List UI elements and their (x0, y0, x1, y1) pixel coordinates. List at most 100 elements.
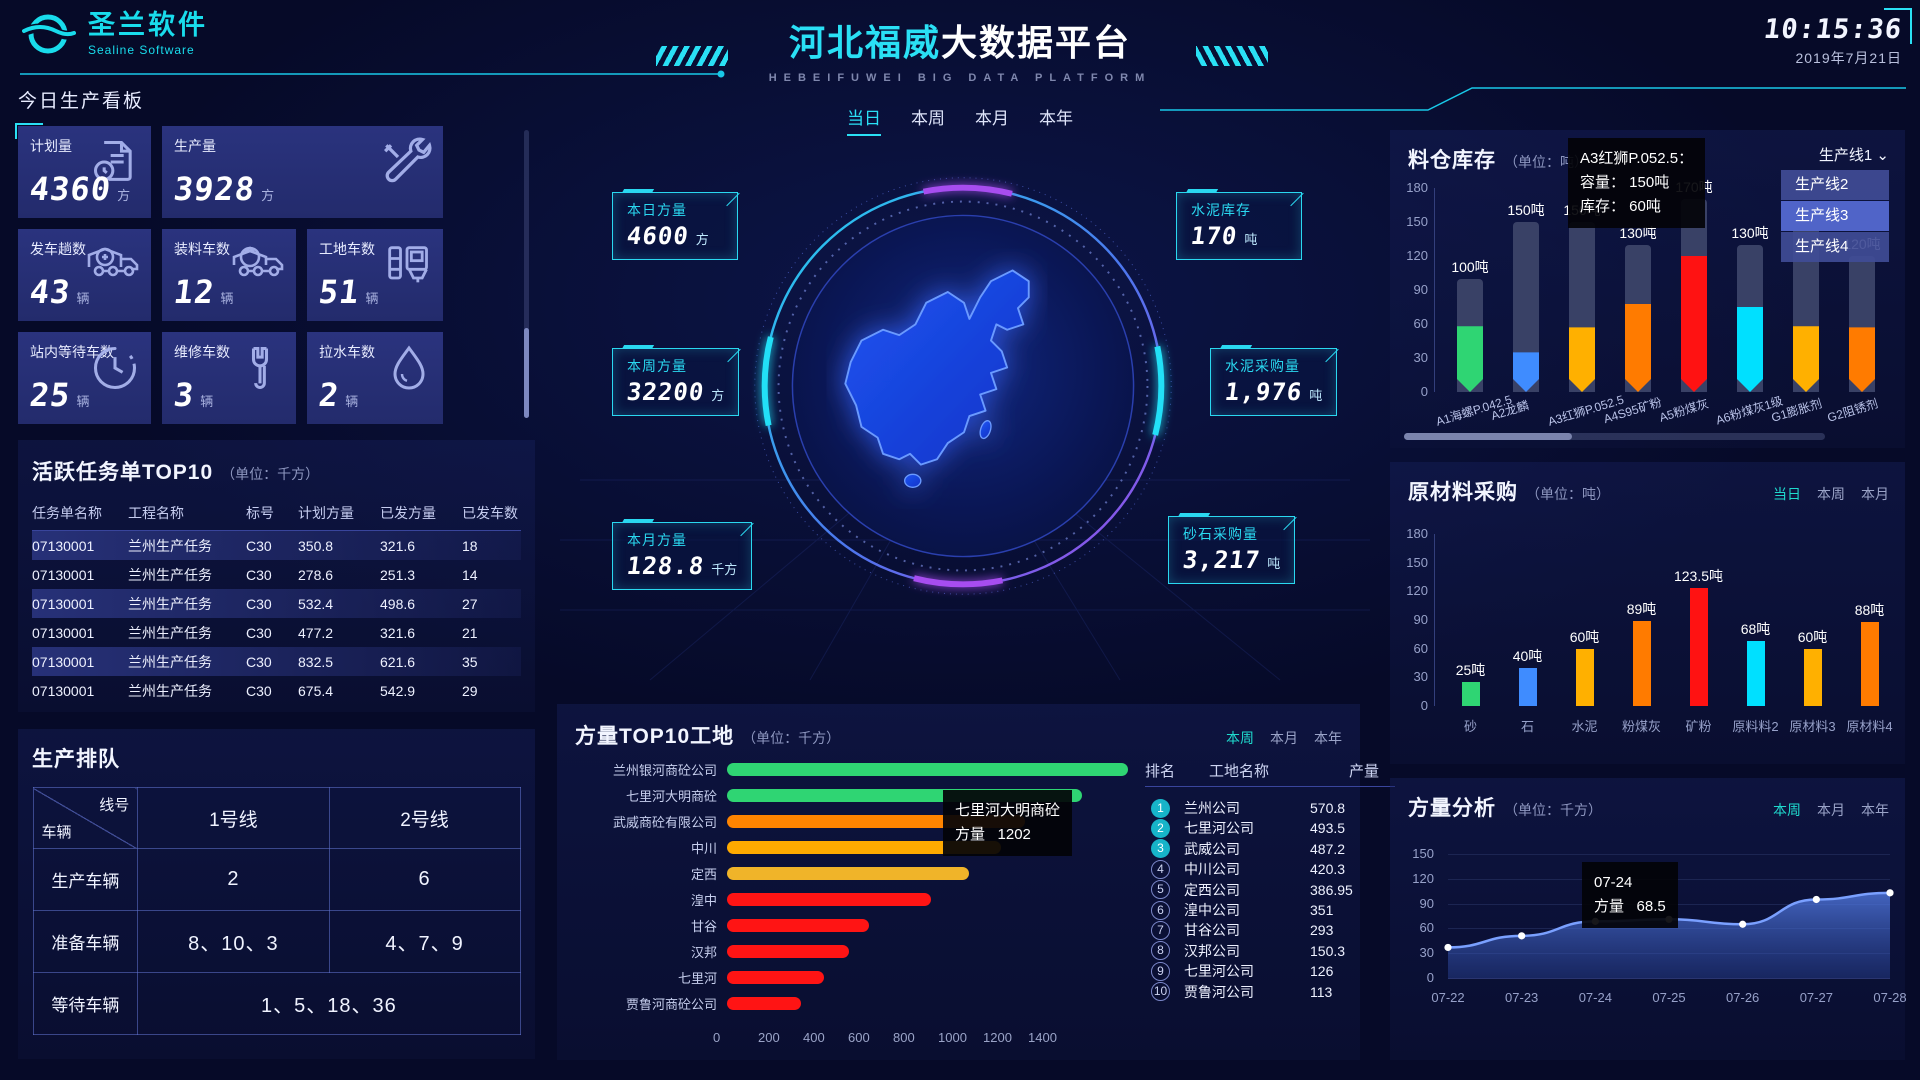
production-line-option-0[interactable]: 生产线2 (1781, 170, 1889, 200)
silo-stock-bar[interactable] (1681, 256, 1707, 392)
analysis-tab-2[interactable]: 本年 (1861, 802, 1889, 818)
main-tab-3[interactable]: 本年 (1039, 109, 1073, 128)
purchase-value-label: 40吨 (1512, 647, 1543, 664)
purchase-category-label: 水泥 (1571, 719, 1598, 734)
production-cards: 计划量 4360 方 生产量 3928 方发车趟数 43 辆 装料车数 12 辆 工地车数 51 辆站内等… (15, 123, 443, 424)
sites-x-tick: 800 (893, 1030, 915, 1045)
main-tab-0[interactable]: 当日 (847, 104, 881, 136)
logo-title: 圣兰软件 (88, 9, 208, 40)
stat-card-2: 发车趟数 43 辆 (18, 229, 151, 321)
callout-right-1: 水泥采购量 1,976 吨 (1210, 348, 1338, 416)
sites-tab-1[interactable]: 本月 (1270, 730, 1298, 746)
callout-value: 128.8 千方 (625, 552, 738, 580)
silo-ytick: 120 (1406, 248, 1428, 263)
stat-card-unit: 方 (117, 188, 131, 203)
purchase-tab-1[interactable]: 本周 (1817, 486, 1845, 502)
rank-site-name: 湟中公司 (1184, 902, 1240, 918)
analysis-x-label: 07-24 (1578, 990, 1612, 1005)
purchase-bar[interactable] (1632, 620, 1651, 706)
purchase-category-label: 石 (1520, 719, 1535, 734)
silo-stock-bar[interactable] (1569, 327, 1595, 392)
callout-left-2: 本月方量 128.8 千方 (612, 522, 753, 590)
task-row: 07130001 兰州生产任务 C30 675.4 542.9 29 (32, 682, 478, 699)
ranking-col-0: 排名 (1145, 763, 1176, 780)
site-bar[interactable] (727, 892, 931, 906)
silo-capacity-label: 100吨 (1451, 258, 1489, 275)
silo-stock-bar[interactable] (1737, 307, 1763, 392)
rank-badge: 2 (1151, 818, 1170, 838)
purchase-bar[interactable] (1575, 648, 1594, 706)
silo-stock-bar[interactable] (1849, 327, 1875, 392)
site-bar[interactable] (727, 996, 801, 1010)
page-title: 河北福威大数据平台 HEBEIFUWEI BIG DATA PLATFORM (0, 14, 1920, 84)
chevron-down-icon: ⌄ (1876, 147, 1889, 164)
callout-label: 水泥库存 (1191, 202, 1251, 218)
purchase-unit: （单位：吨） (1526, 486, 1610, 502)
purchase-bar[interactable] (1518, 667, 1537, 706)
corner-bracket-decor (1884, 8, 1912, 44)
site-label: 七里河 (677, 970, 717, 986)
callout-value: 170 吨 (1189, 222, 1258, 250)
silo-unit: （单位：吨） (1504, 154, 1588, 170)
sites-x-tick: 1000 (938, 1030, 967, 1045)
production-line-dropdown[interactable]: 生产线1 ⌄ (1818, 147, 1889, 164)
panel-active-tasks: 活跃任务单TOP10 （单位：千方） 任务单名称 工程名称 标号 计划方量 已发方量 已发车… (18, 440, 535, 712)
task-row: 07130001 兰州生产任务 C30 350.8 321.6 18 (32, 531, 521, 560)
purchase-value-label: 123.5吨 (1673, 567, 1724, 584)
silo-stock-bar[interactable] (1793, 326, 1819, 392)
ranking-row: 8 汉邦公司 150.3 (1151, 941, 1345, 961)
logo-subtitle: Sealine Software (88, 42, 195, 57)
analysis-x-label: 07-26 (1726, 990, 1760, 1005)
sites-x-axis: 0 200 400 600 800 1000 1200 1400 (713, 1030, 1087, 1045)
app-logo: 圣兰软件 Sealine Software (22, 10, 208, 58)
site-bar[interactable] (727, 866, 969, 880)
purchase-tab-0[interactable]: 当日 (1773, 486, 1801, 502)
silo-scrollbar[interactable] (1404, 433, 1825, 440)
main-tab-2[interactable]: 本月 (975, 109, 1009, 128)
purchase-bar[interactable] (1689, 588, 1708, 706)
sites-x-tick: 1200 (983, 1030, 1012, 1045)
purchase-tab-2[interactable]: 本月 (1861, 486, 1889, 502)
silo-category-label: G2阻锈剂 (1825, 396, 1880, 425)
production-line-option-1[interactable]: 生产线3 (1781, 201, 1889, 231)
callout-unit: 方 (711, 388, 725, 403)
site-bar[interactable] (727, 762, 1129, 776)
sites-tab-2[interactable]: 本年 (1314, 730, 1342, 746)
stat-card-unit: 方 (261, 188, 275, 203)
stat-card-6: 维修车数 3 辆 (162, 332, 296, 424)
site-bar[interactable] (727, 840, 1002, 854)
analysis-tab-1[interactable]: 本月 (1817, 802, 1845, 818)
callout-value: 3,217 吨 (1181, 546, 1281, 574)
stat-card-unit: 辆 (200, 394, 214, 409)
analysis-title: 方量分析 (1408, 797, 1496, 820)
purchase-bar[interactable] (1746, 641, 1765, 706)
analysis-tab-0[interactable]: 本周 (1773, 802, 1801, 818)
stat-card-0: 计划量 4360 方 (15, 123, 151, 218)
cards-scrollbar[interactable] (524, 130, 529, 418)
purchase-bar[interactable] (1803, 648, 1822, 706)
callout-left-1: 本周方量 32200 方 (612, 348, 740, 416)
production-line-option-2[interactable]: 生产线4 (1781, 232, 1889, 262)
sites-tab-0[interactable]: 本周 (1226, 730, 1254, 746)
stat-card-label: 维修车数 (174, 344, 230, 360)
rank-site-name: 兰州公司 (1184, 800, 1240, 816)
stat-card-unit: 辆 (76, 291, 90, 306)
purchase-ytick: 60 (1413, 640, 1428, 656)
silo-stock-bar[interactable] (1457, 326, 1483, 392)
site-bar[interactable] (727, 918, 869, 932)
silo-stock-bar[interactable] (1625, 304, 1651, 392)
wrench-icon (234, 342, 286, 399)
purchase-bar[interactable] (1860, 621, 1879, 706)
main-tab-1[interactable]: 本周 (911, 109, 945, 128)
document-icon (89, 136, 141, 193)
panel-raw-material-purchase: 原材料采购 （单位：吨） 当日 本周 本月 0 30 60 90 120 150 180 25吨砂… (1390, 462, 1905, 764)
stat-card-value: 51 辆 (316, 273, 379, 311)
silo-capacity-label: 130吨 (1731, 224, 1769, 241)
purchase-bar[interactable] (1461, 682, 1480, 706)
ranking-row: 7 甘谷公司 293 (1151, 920, 1333, 940)
callout-value: 1,976 吨 (1223, 378, 1323, 406)
site-bar[interactable] (727, 970, 825, 984)
site-bar[interactable] (727, 944, 850, 958)
china-map-shape (844, 269, 1030, 466)
rank-site-value: 487.2 (1310, 840, 1346, 857)
